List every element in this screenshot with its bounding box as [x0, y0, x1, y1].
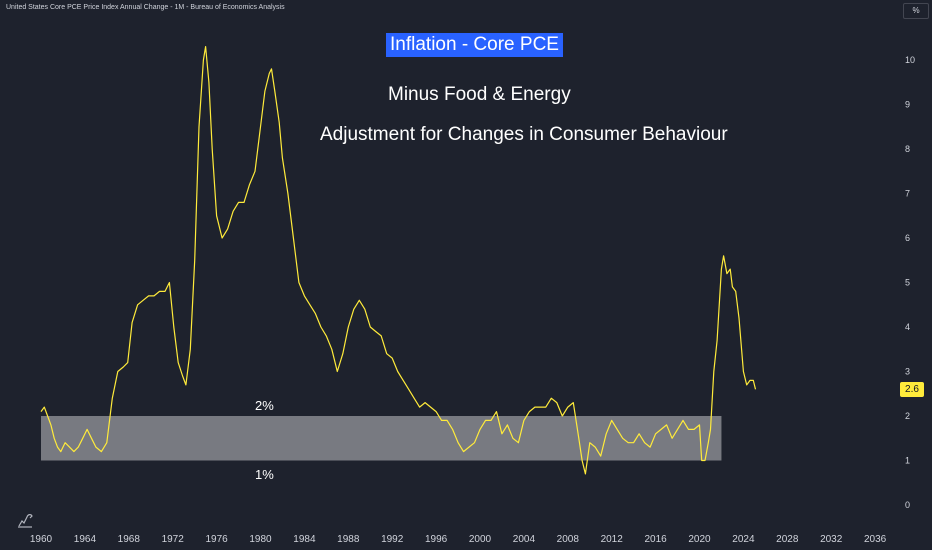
x-tick-label: 1972 [162, 534, 185, 545]
x-tick-label: 2020 [688, 534, 711, 545]
y-tick-label: 9 [905, 100, 910, 110]
y-tick-label: 3 [905, 367, 910, 377]
x-tick-label: 2032 [820, 534, 843, 545]
chart-title: Inflation - Core PCE [386, 33, 563, 57]
x-axis: 1960 1964 1968 1972 1976 1980 1984 1988 1992 1996… [30, 534, 887, 545]
y-tick-label: 1 [905, 456, 910, 466]
band-lower-label: 1% [255, 467, 274, 482]
x-tick-label: 2000 [469, 534, 492, 545]
y-tick-label: 7 [905, 189, 910, 199]
x-tick-label: 2024 [732, 534, 755, 545]
y-axis: 0 1 2 3 4 5 6 7 8 9 10 [905, 55, 915, 510]
y-tick-label: 10 [905, 55, 915, 65]
y-tick-label: 0 [905, 500, 910, 510]
x-tick-label: 2004 [513, 534, 536, 545]
target-band [41, 416, 722, 461]
band-upper-label: 2% [255, 398, 274, 413]
x-tick-label: 1976 [205, 534, 228, 545]
unit-badge[interactable]: % [903, 3, 929, 19]
y-tick-label: 4 [905, 322, 910, 332]
source-title: United States Core PCE Price Index Annua… [6, 4, 285, 11]
x-tick-label: 1992 [381, 534, 404, 545]
band-layer [41, 416, 722, 461]
tradingview-logo-icon[interactable] [16, 512, 34, 528]
x-tick-label: 2012 [601, 534, 624, 545]
y-tick-label: 2 [905, 411, 910, 421]
x-tick-label: 2016 [644, 534, 667, 545]
series-line [40, 46, 757, 475]
x-tick-label: 1960 [30, 534, 53, 545]
x-tick-label: 1980 [249, 534, 272, 545]
x-tick-label: 1996 [425, 534, 448, 545]
x-tick-label: 2028 [776, 534, 799, 545]
x-tick-label: 2008 [557, 534, 580, 545]
x-tick-label: 1984 [293, 534, 316, 545]
chart-subtitle-adjustment: Adjustment for Changes in Consumer Behav… [320, 124, 728, 145]
chart-subtitle-food-energy: Minus Food & Energy [388, 84, 571, 105]
y-tick-label: 8 [905, 144, 910, 154]
series-layer [40, 46, 757, 475]
last-value-label: 2.6 [900, 382, 924, 397]
x-tick-label: 1988 [337, 534, 360, 545]
y-tick-label: 5 [905, 278, 910, 288]
x-tick-label: 1964 [74, 534, 97, 545]
y-tick-label: 6 [905, 233, 910, 243]
x-tick-label: 2036 [864, 534, 887, 545]
x-tick-label: 1968 [118, 534, 141, 545]
